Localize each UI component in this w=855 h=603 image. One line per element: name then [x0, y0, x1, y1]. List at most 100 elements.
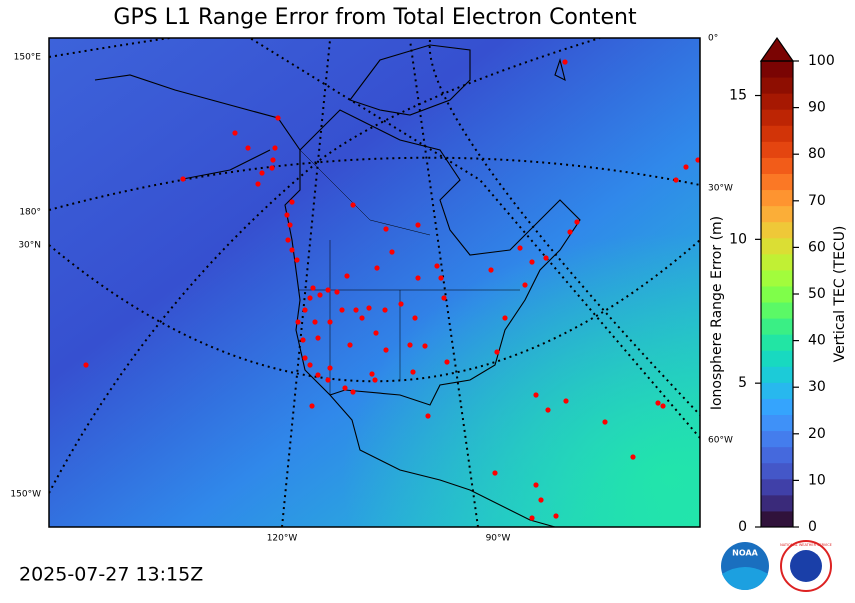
tick-label: 0 [738, 519, 747, 535]
tick-label: 15 [729, 88, 747, 104]
station [517, 245, 523, 251]
station [334, 289, 340, 295]
station [255, 181, 261, 187]
station [300, 337, 306, 343]
colorbar-band [761, 510, 793, 528]
station [522, 282, 528, 288]
station [180, 176, 186, 182]
coastline [94, 44, 581, 527]
tick-label: 70 [808, 193, 826, 209]
station [232, 130, 238, 136]
station [412, 315, 418, 321]
graticule-label: 0° [708, 34, 718, 44]
axis-label: Ionosphere Range Error (m) [709, 216, 725, 410]
station [344, 273, 350, 279]
station [567, 229, 573, 235]
station [434, 263, 440, 269]
station [327, 365, 333, 371]
axis-label: Vertical TEC (TECU) [832, 226, 848, 363]
colorbar-band [761, 350, 793, 367]
colorbar-band [761, 414, 793, 432]
colorbar-band [761, 253, 793, 271]
colorbar-band [761, 285, 793, 303]
map-frame [48, 37, 701, 528]
station [309, 403, 315, 409]
tick-label: 30 [808, 379, 826, 395]
graticule-label: 60°W [708, 436, 733, 446]
station [374, 265, 380, 271]
noaa-logo: NOAA [721, 542, 769, 590]
tick-label: 10 [808, 472, 826, 488]
nws-logo-center [790, 550, 822, 582]
tick-label: 60 [808, 239, 826, 255]
colorbar-band [761, 302, 793, 319]
tick-label: 80 [808, 146, 826, 162]
station [673, 177, 679, 183]
station [350, 202, 356, 208]
colorbar-band [761, 237, 793, 255]
borders [298, 149, 520, 395]
colorbar-band [761, 462, 793, 480]
graticule-labels: 150°E 180° 30°N 150°W 0° 30°W 60°W 120°W 90°W [10, 34, 733, 544]
station [270, 157, 276, 163]
station [441, 295, 447, 301]
colorbar: 0 10 20 30 40 50 60 70 80 90 100 0 5 10 15 Vertical TEC… [709, 36, 848, 535]
colorbar-band [761, 189, 793, 207]
station [382, 307, 388, 313]
graticule-label: 30°N [18, 241, 41, 251]
map [49, 38, 700, 527]
station [538, 497, 544, 503]
station [383, 226, 389, 232]
station [325, 287, 331, 293]
graticule-label: 150°W [10, 490, 41, 500]
colorbar-band [761, 125, 793, 142]
colorbar-band [761, 366, 793, 383]
tick-label: 5 [738, 375, 747, 391]
colorbar-band [761, 382, 793, 399]
station [369, 371, 375, 377]
stations [83, 59, 700, 521]
colorbar-band [761, 318, 793, 335]
station [350, 389, 356, 395]
station [545, 407, 551, 413]
station [529, 515, 535, 521]
colorbar-band [761, 141, 793, 158]
graticule-label: 120°W [267, 534, 298, 544]
colorbar-band [761, 221, 793, 239]
station [543, 255, 549, 261]
graticule-label: 30°W [708, 184, 733, 194]
colorbar-band [761, 334, 793, 351]
station [502, 315, 508, 321]
tick-label: 100 [808, 53, 835, 69]
station [295, 319, 301, 325]
station [294, 257, 300, 263]
title: GPS L1 Range Error from Total Electron C… [113, 5, 637, 30]
station [529, 259, 535, 265]
station [315, 372, 321, 378]
station [574, 219, 580, 225]
station [563, 398, 569, 404]
station [347, 342, 353, 348]
station [695, 157, 700, 163]
colorbar-band [761, 478, 793, 496]
station [287, 222, 293, 228]
station [444, 359, 450, 365]
station [602, 419, 608, 425]
station [533, 482, 539, 488]
station [327, 319, 333, 325]
colorbar-band [761, 157, 793, 174]
station [317, 292, 323, 298]
station [373, 330, 379, 336]
colorbar-band [761, 205, 793, 223]
colorbar-extend [759, 36, 795, 62]
station [438, 275, 444, 281]
station [315, 335, 321, 341]
tick-label: 0 [808, 519, 817, 535]
tick-label: 50 [808, 286, 826, 302]
station [492, 470, 498, 476]
tick-label: 40 [808, 333, 826, 349]
station [494, 349, 500, 355]
station [415, 275, 421, 281]
colorbar-band [761, 173, 793, 191]
